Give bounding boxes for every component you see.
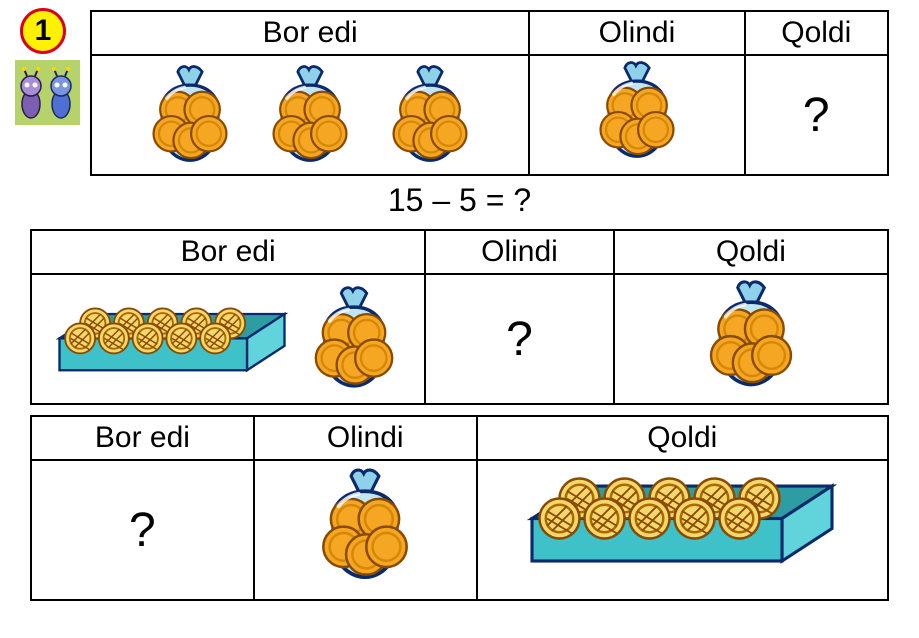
cookie-bag-icon <box>135 63 245 168</box>
header-was: Bor edi <box>31 416 254 460</box>
t2-was-cell <box>31 274 425 404</box>
t3-was-cell: ? <box>31 460 254 600</box>
header-taken: Olindi <box>425 230 614 274</box>
cookie-bag-icon <box>310 466 420 586</box>
t1-left-cell: ? <box>745 55 888 175</box>
cookie-bag-icon <box>582 59 692 164</box>
cookie-bag-icon <box>304 284 404 394</box>
header-was: Bor edi <box>31 230 425 274</box>
header-taken: Olindi <box>254 416 477 460</box>
header-was: Bor edi <box>91 11 529 55</box>
t3-taken-cell <box>254 460 477 600</box>
cookie-box-icon <box>522 471 842 581</box>
cookie-bag-icon <box>696 278 806 393</box>
exercise-number: 1 <box>35 14 52 48</box>
exercise-number-badge: 1 <box>20 8 66 54</box>
cookie-bag-icon <box>255 63 365 168</box>
header-left: Qoldi <box>477 416 888 460</box>
header-taken: Olindi <box>529 11 744 55</box>
cookie-bag-icon <box>375 63 485 168</box>
problem-table-3: Bor edi Olindi Qoldi ? <box>30 415 889 601</box>
t1-taken-cell <box>529 55 744 175</box>
characters-illustration <box>15 60 80 125</box>
problem-table-2: Bor edi Olindi Qoldi ? <box>30 229 889 405</box>
t2-left-cell <box>614 274 888 404</box>
header-left: Qoldi <box>614 230 888 274</box>
equation-text: 15 – 5 = ? <box>30 182 889 219</box>
t3-left-cell <box>477 460 888 600</box>
header-left: Qoldi <box>745 11 888 55</box>
problem-table-1: Bor edi Olindi Qoldi ? <box>90 10 889 176</box>
t1-was-cell <box>91 55 529 175</box>
cookie-box-icon <box>52 294 292 394</box>
t2-taken-cell: ? <box>425 274 614 404</box>
